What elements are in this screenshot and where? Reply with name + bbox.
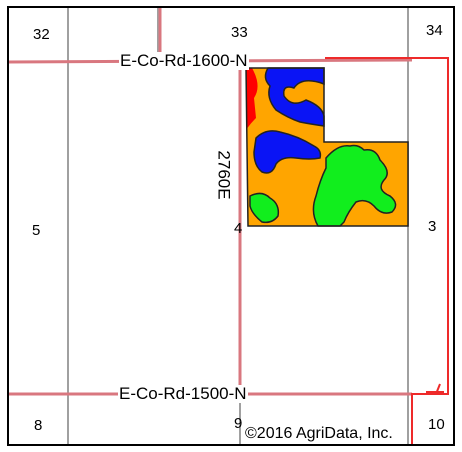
section-number-4: 4 xyxy=(234,220,243,237)
soil-zone-red xyxy=(246,68,258,130)
parcel-outline xyxy=(325,57,449,444)
road-label-2760e: 2760E xyxy=(214,149,234,201)
section-number-10: 10 xyxy=(428,416,445,433)
parcel-outline-south-slash xyxy=(435,383,441,395)
road-label-north: E-Co-Rd-1600-N xyxy=(119,51,249,70)
section-number-9: 9 xyxy=(234,415,243,432)
section-number-5: 5 xyxy=(32,222,41,239)
soil-field-outline xyxy=(245,67,409,227)
copyright-text: ©2016 AgriData, Inc. xyxy=(245,425,393,442)
parcel-outline-east xyxy=(325,57,449,444)
section-number-33: 33 xyxy=(231,24,248,41)
section-number-3: 3 xyxy=(428,218,437,235)
section-number-8: 8 xyxy=(34,417,43,434)
soil-zone-green xyxy=(312,144,397,227)
road-label-south: E-Co-Rd-1500-N xyxy=(118,384,248,403)
section-number-34: 34 xyxy=(426,22,443,39)
soil-zone-green-west xyxy=(249,192,280,224)
section-number-32: 32 xyxy=(33,26,50,43)
soil-zone-blue-south xyxy=(253,130,322,174)
soil-field xyxy=(245,67,409,227)
